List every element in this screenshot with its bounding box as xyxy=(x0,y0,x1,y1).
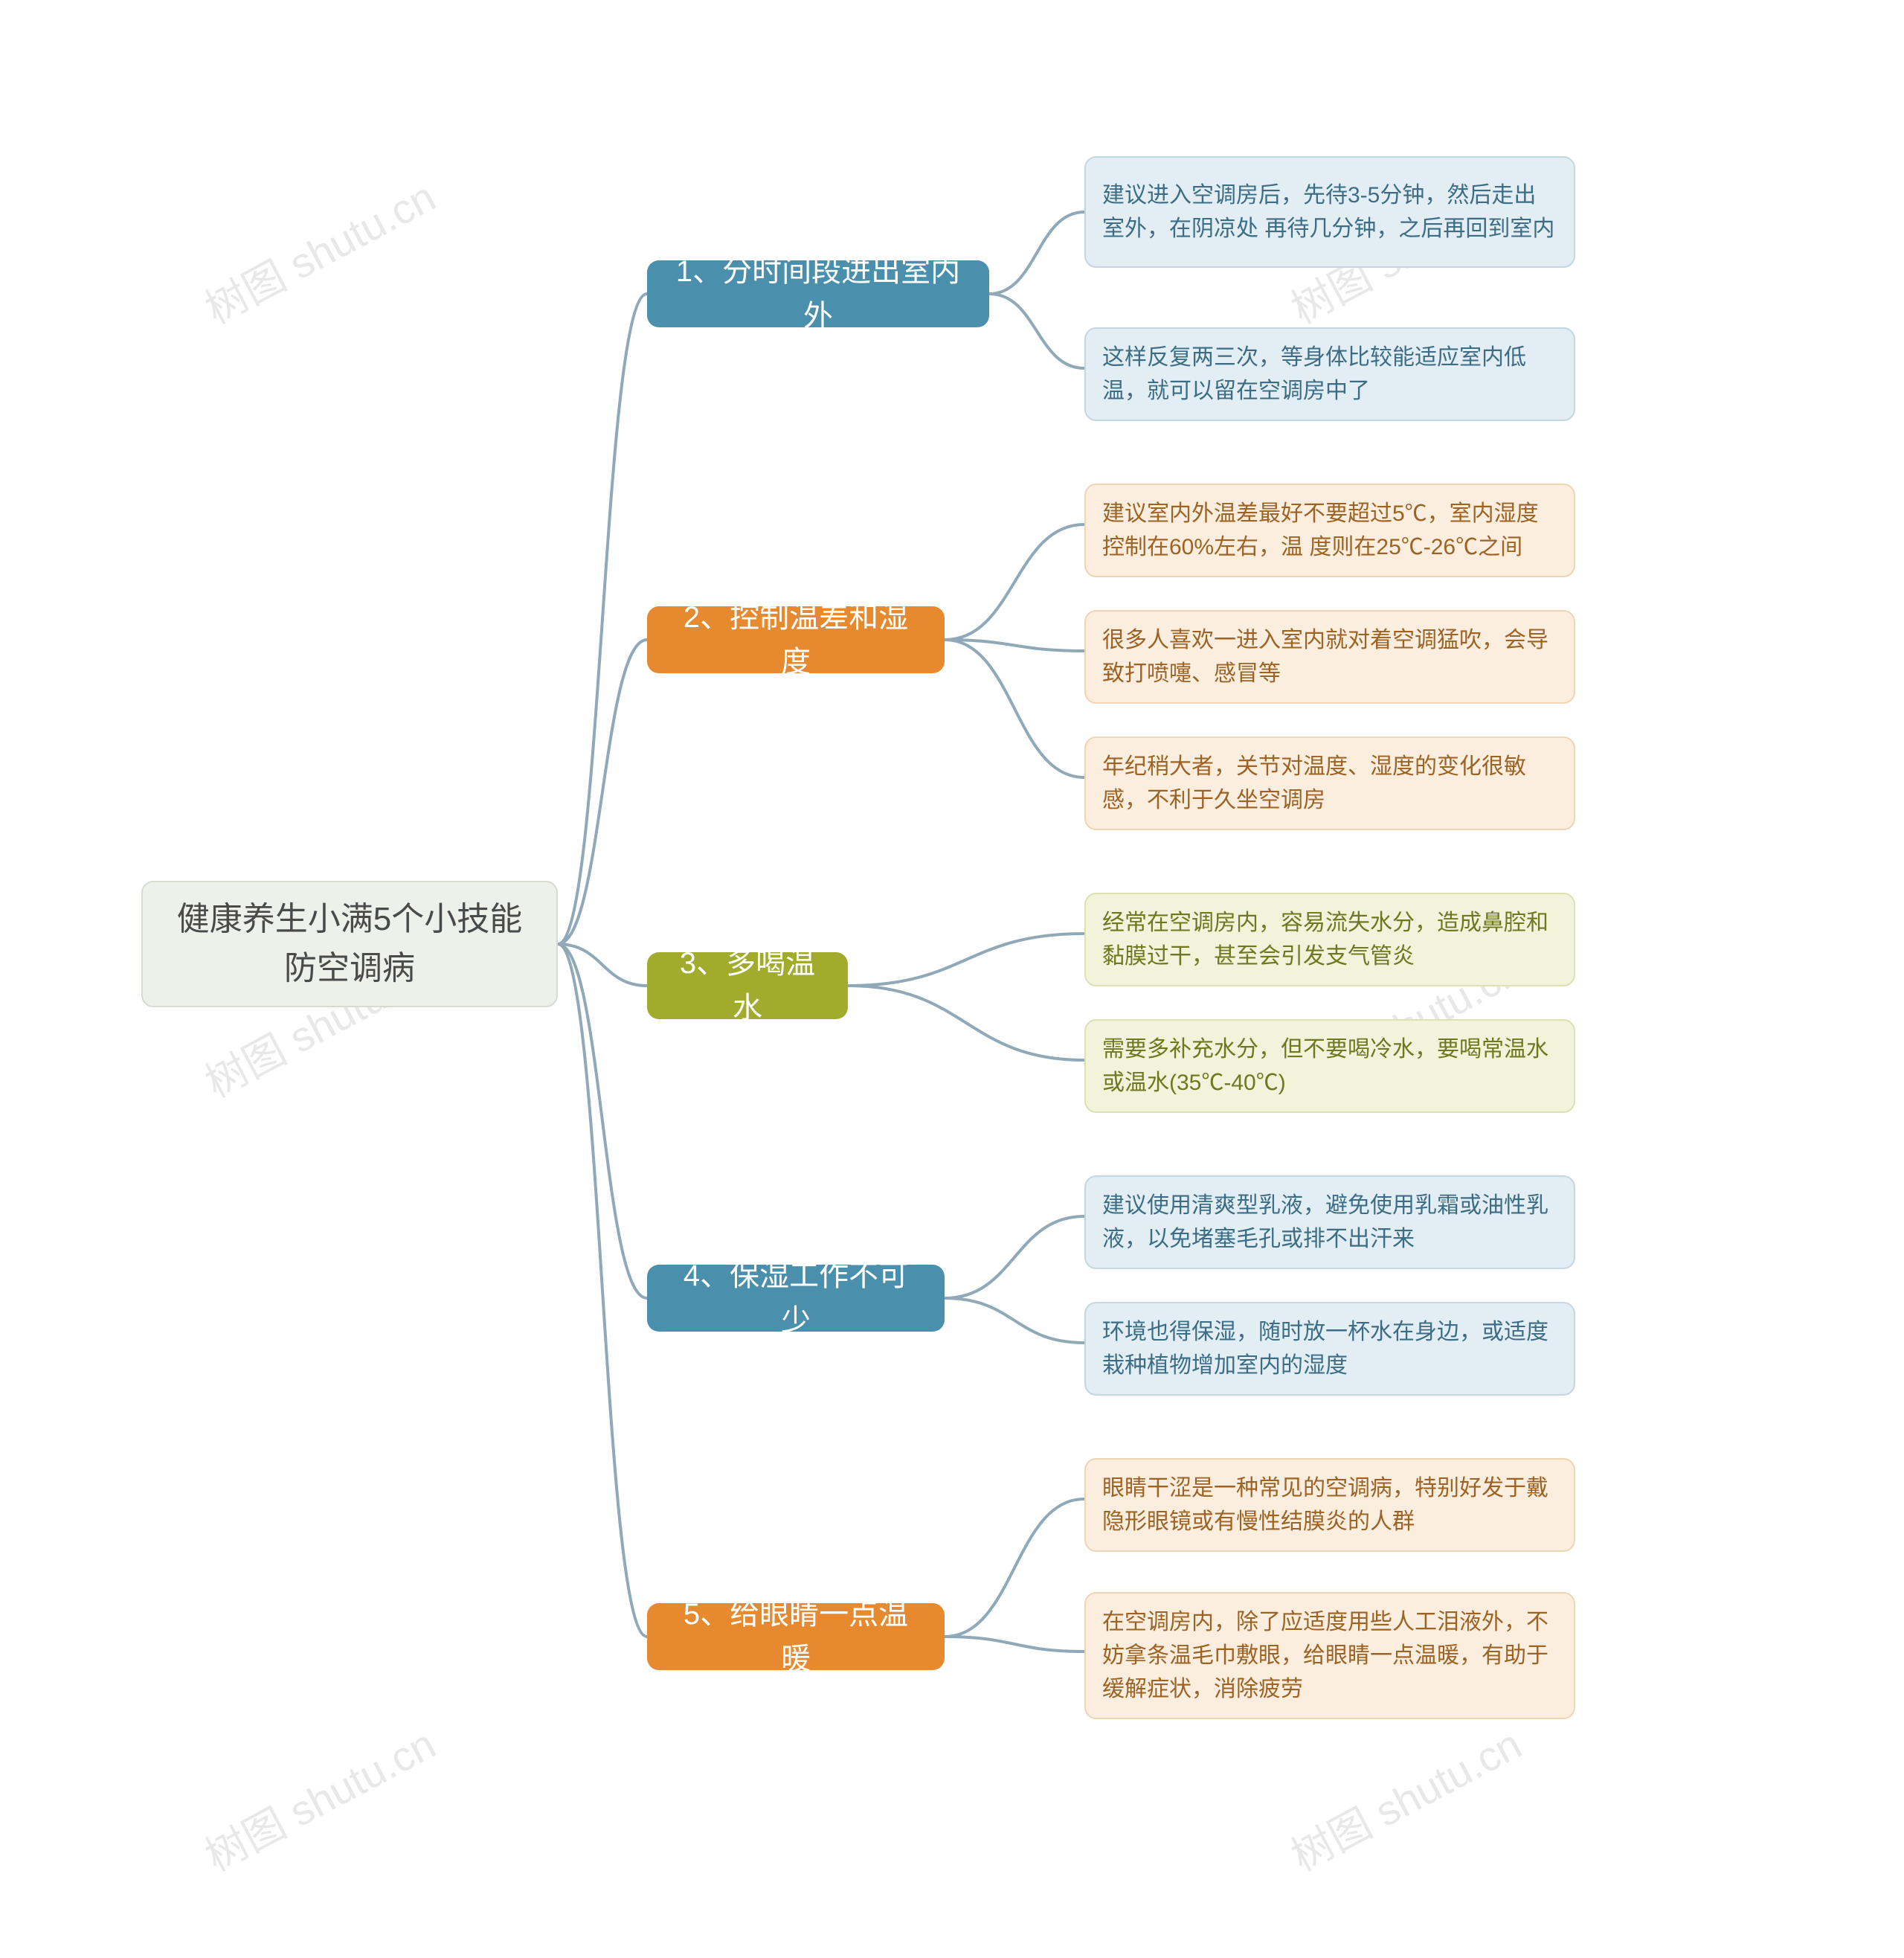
leaf-node: 经常在空调房内，容易流失水分，造成鼻腔和黏膜过干，甚至会引发支气管炎 xyxy=(1084,893,1575,986)
leaf-node: 年纪稍大者，关节对温度、湿度的变化很敏感，不利于久坐空调房 xyxy=(1084,736,1575,830)
leaf-node: 建议使用清爽型乳液，避免使用乳霜或油性乳液，以免堵塞毛孔或排不出汗来 xyxy=(1084,1175,1575,1269)
leaf-node: 环境也得保湿，随时放一杯水在身边，或适度栽种植物增加室内的湿度 xyxy=(1084,1302,1575,1396)
leaf-node: 这样反复两三次，等身体比较能适应室内低温，就可以留在空调房中了 xyxy=(1084,327,1575,421)
leaf-node: 建议室内外温差最好不要超过5℃，室内湿度控制在60%左右，温 度则在25℃-26… xyxy=(1084,484,1575,577)
watermark: 树图 shutu.cn xyxy=(193,164,445,336)
leaf-node: 很多人喜欢一进入室内就对着空调猛吹，会导致打喷嚏、感冒等 xyxy=(1084,610,1575,704)
watermark: 树图 shutu.cn xyxy=(1279,1712,1531,1884)
branch-node: 1、分时间段进出室内外 xyxy=(647,260,989,327)
leaf-node: 眼睛干涩是一种常见的空调病，特别好发于戴隐形眼镜或有慢性结膜炎的人群 xyxy=(1084,1458,1575,1552)
branch-node: 5、给眼睛一点温暖 xyxy=(647,1603,945,1670)
watermark: 树图 shutu.cn xyxy=(193,1712,445,1884)
branch-node: 2、控制温差和湿度 xyxy=(647,606,945,673)
branch-node: 3、多喝温水 xyxy=(647,952,848,1019)
root-node: 健康养生小满5个小技能防空调病 xyxy=(141,881,558,1007)
leaf-node: 建议进入空调房后，先待3-5分钟，然后走出室外，在阴凉处 再待几分钟，之后再回到… xyxy=(1084,156,1575,268)
leaf-node: 在空调房内，除了应适度用些人工泪液外，不妨拿条温毛巾敷眼，给眼睛一点温暖，有助于… xyxy=(1084,1592,1575,1719)
leaf-node: 需要多补充水分，但不要喝冷水，要喝常温水或温水(35℃-40℃) xyxy=(1084,1019,1575,1113)
branch-node: 4、保湿工作不可少 xyxy=(647,1265,945,1332)
